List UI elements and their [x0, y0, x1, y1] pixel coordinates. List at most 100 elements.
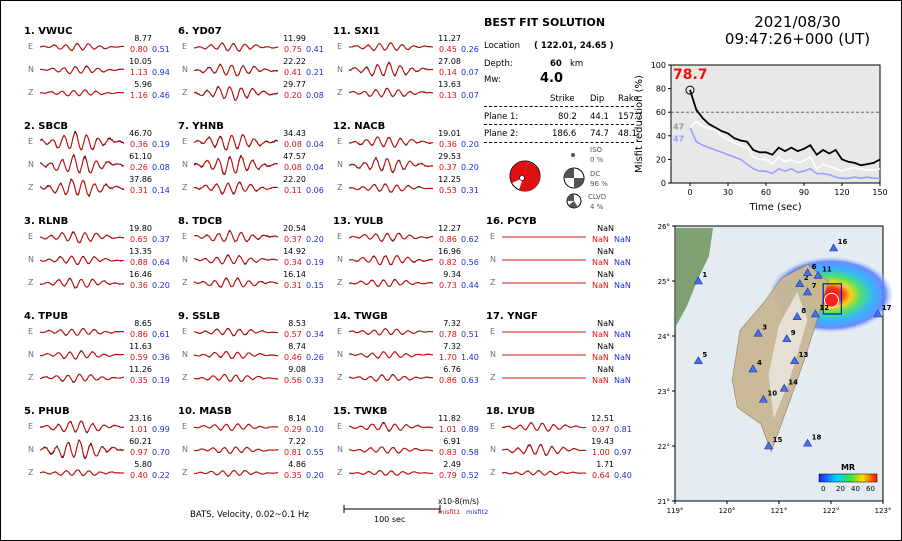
station-6-amp-n: 22.22: [283, 57, 306, 66]
station-17-misfit2-e: NaN: [614, 330, 631, 339]
station-6-comp-n: N: [182, 65, 188, 74]
station-18-wave-n: [502, 443, 587, 457]
station-12-amp-n: 29.53: [438, 152, 461, 161]
iso-ball: [571, 153, 575, 157]
beachball: [509, 160, 541, 192]
colorbar-title: MR: [841, 463, 855, 472]
station-11-amp-z: 13.63: [438, 80, 461, 89]
station-12-comp-e: E: [337, 137, 343, 146]
map-xtick-label: 121°: [771, 507, 788, 515]
station-11-amp-n: 27.08: [438, 57, 461, 66]
station-4-name: 4. TPUB: [24, 311, 69, 322]
station-11-marker: [813, 270, 823, 279]
ytick-label: 0: [661, 179, 666, 188]
station-12-name: 12. NACB: [333, 121, 386, 132]
station-1-misfit1-z: 1.16: [130, 91, 148, 100]
beachball-compression-2: [519, 162, 540, 192]
station-2-wave-z: [40, 178, 125, 198]
station-14-wave-e: [349, 328, 434, 336]
station-17-marker: [873, 309, 883, 318]
station-8-misfit1-z: 0.31: [284, 281, 302, 290]
station-3-misfit2-z: 0.20: [152, 281, 170, 290]
station-11-wave-z: [349, 87, 434, 98]
station-16-label: 16: [838, 238, 848, 246]
station-17-misfit1-z: NaN: [592, 376, 609, 385]
ytick-label: 100: [651, 61, 666, 70]
station-4-label: 4: [757, 359, 762, 367]
plane1-label: Plane 1:: [484, 112, 519, 122]
station-3-wave-n: [40, 255, 125, 266]
station-5-misfit2-n: 0.70: [152, 448, 170, 457]
station-4-misfit2-n: 0.36: [152, 353, 170, 362]
station-17-label: 17: [882, 304, 892, 312]
station-1-amp-n: 10.05: [129, 57, 152, 66]
footer-caption: BATS, Velocity, 0.02~0.1 Hz: [190, 510, 309, 520]
plot-area: [670, 64, 881, 184]
station-10-amp-e: 8.14: [288, 414, 306, 423]
station-17-misfit2-z: NaN: [614, 376, 631, 385]
station-2-wave-n: [40, 154, 125, 174]
best-fit-panel: BEST FIT SOLUTION Location ( 122.01, 24.…: [484, 16, 642, 143]
station-7-amp-n: 47.57: [283, 152, 306, 161]
best-fit-title: BEST FIT SOLUTION: [484, 16, 606, 29]
dc-label: DC: [590, 170, 601, 178]
xtick-label: 60: [761, 188, 771, 197]
origin-time: 2021/08/30 09:47:26+000 (UT): [700, 14, 895, 48]
station-3-misfit1-n: 0.88: [130, 258, 148, 267]
map-xtick-label: 119°: [667, 507, 684, 515]
table-divider-1: [484, 106, 634, 107]
station-6-misfit1-n: 0.41: [284, 68, 302, 77]
plane2-dip: 74.7: [590, 129, 609, 139]
station-1-misfit2-e: 0.51: [152, 45, 170, 54]
station-9-misfit1-e: 0.57: [284, 330, 302, 339]
station-1-amp-z: 5.96: [134, 80, 152, 89]
colorbar-tick: 20: [836, 485, 845, 493]
station-13-amp-n: 16.96: [438, 247, 461, 256]
station-7-misfit2-e: 0.04: [306, 140, 324, 149]
station-6-comp-e: E: [182, 42, 188, 51]
station-2-misfit2-n: 0.08: [152, 163, 170, 172]
station-3-label: 3: [762, 323, 767, 331]
station-5-comp-z: Z: [28, 468, 34, 477]
station-8-wave-n: [194, 254, 279, 265]
depth-unit: km: [570, 59, 584, 69]
colorbar: [818, 473, 878, 483]
station-10-misfit1-e: 0.29: [284, 425, 302, 434]
station-9-misfit1-n: 0.46: [284, 353, 302, 362]
station-15-comp-z: Z: [337, 468, 343, 477]
station-8-marker: [792, 312, 802, 321]
station-9-wave-z: [194, 373, 279, 382]
station-4-wave-e: [40, 327, 125, 337]
station-18-name: 18. LYUB: [486, 406, 535, 417]
station-1-wave-n: [40, 65, 125, 75]
station-8-name: 8. TDCB: [178, 216, 223, 227]
station-4-misfit1-e: 0.86: [130, 330, 148, 339]
station-2-amp-z: 37.86: [129, 175, 152, 184]
station-14-amp-n: 7.32: [443, 342, 461, 351]
station-3-wave-z: [40, 277, 125, 289]
station-5-misfit1-e: 1.01: [130, 425, 148, 434]
station-7-amp-e: 34.43: [283, 129, 306, 138]
ytick-label: 40: [656, 132, 666, 141]
station-4-amp-e: 8.65: [134, 319, 152, 328]
plane1-dip: 44.1: [590, 112, 609, 122]
station-3-comp-z: Z: [28, 278, 34, 287]
station-6-misfit1-e: 0.75: [284, 45, 302, 54]
station-8-misfit2-n: 0.19: [306, 258, 324, 267]
station-10-amp-n: 7.22: [288, 437, 306, 446]
station-9-amp-e: 8.53: [288, 319, 306, 328]
station-11-comp-e: E: [337, 42, 343, 51]
station-6-amp-e: 11.99: [283, 34, 306, 43]
station-15-comp-e: E: [337, 422, 343, 431]
station-5-amp-e: 23.16: [129, 414, 152, 423]
location-value: ( 122.01, 24.65 ): [534, 41, 614, 51]
station-11-misfit2-n: 0.07: [461, 68, 479, 77]
station-7-label: 7: [812, 282, 817, 290]
iso-label: ISO: [590, 146, 603, 154]
clvd-value: 4 %: [590, 203, 604, 211]
station-13-misfit1-n: 0.82: [439, 258, 457, 267]
map-ytick-label: 25°: [658, 278, 670, 286]
station-7-misfit1-n: 0.08: [284, 163, 302, 172]
station-7-misfit1-e: 0.08: [284, 140, 302, 149]
